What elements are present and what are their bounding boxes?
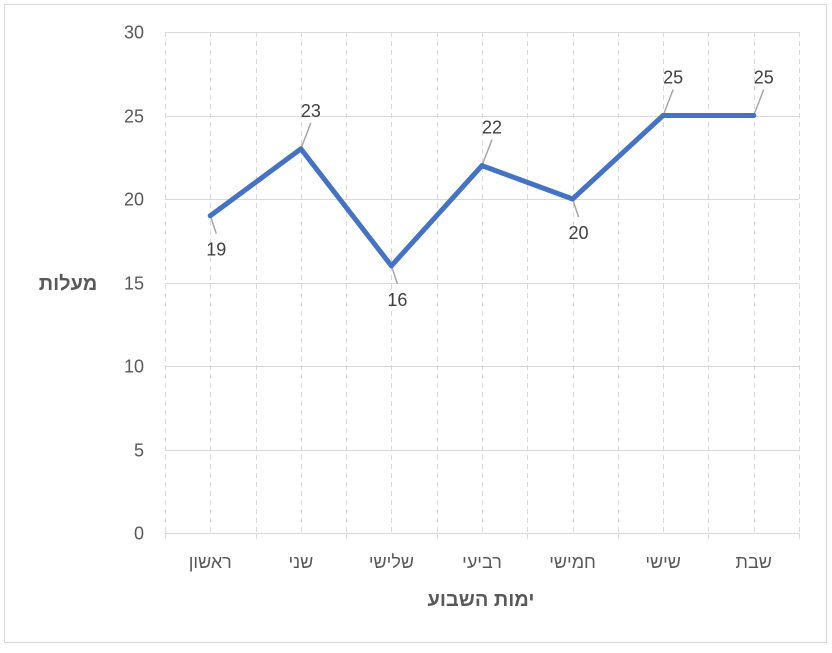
axes — [165, 533, 800, 539]
x-tick-label: ראשון — [189, 552, 232, 572]
data-point — [479, 163, 485, 169]
x-axis-title: ימות השבוע — [428, 589, 535, 611]
data-point — [207, 213, 213, 219]
data-label-leader — [300, 122, 312, 150]
data-label: 25 — [663, 68, 683, 88]
data-point — [298, 146, 304, 152]
data-label-leader — [390, 265, 399, 285]
data-label: 23 — [301, 101, 321, 121]
x-tick-label: שלישי — [369, 552, 414, 572]
data-label-leader — [571, 198, 580, 218]
data-label: 20 — [569, 223, 589, 243]
y-axis-title: מעלות — [39, 273, 98, 295]
labels: 0 5 10 15 20 25 30 ראשון שני שלישי רביעי חמישי שישי ש… — [124, 23, 774, 573]
data-point — [570, 196, 576, 202]
data-label: 19 — [206, 240, 226, 260]
data-label-leader — [662, 89, 674, 116]
data-label: 16 — [387, 290, 407, 310]
data-label-leader — [209, 215, 217, 234]
x-tick-label: רביעי — [462, 552, 502, 572]
y-tick-label: 10 — [124, 357, 144, 377]
data-label: 25 — [754, 68, 774, 88]
chart-border — [4, 4, 827, 643]
data-label-leader — [753, 89, 765, 116]
y-tick-label: 30 — [124, 23, 144, 43]
y-tick-label: 20 — [124, 190, 144, 210]
data-label-leader — [481, 139, 493, 166]
data-point — [660, 113, 666, 118]
y-tick-label: 15 — [124, 274, 144, 294]
data-point — [388, 263, 394, 269]
x-tick-label: שבת — [736, 552, 772, 572]
y-tick-label: 0 — [134, 524, 144, 544]
y-tick-label: 5 — [134, 441, 144, 461]
data-label-leaders — [209, 89, 765, 285]
x-tick-label: שני — [288, 552, 313, 572]
x-tick-label: שישי — [645, 552, 681, 572]
series-layer — [207, 113, 757, 269]
x-tick-label: חמישי — [549, 552, 596, 572]
data-label: 22 — [482, 118, 502, 138]
y-tick-label: 25 — [124, 107, 144, 127]
data-point — [751, 113, 757, 118]
